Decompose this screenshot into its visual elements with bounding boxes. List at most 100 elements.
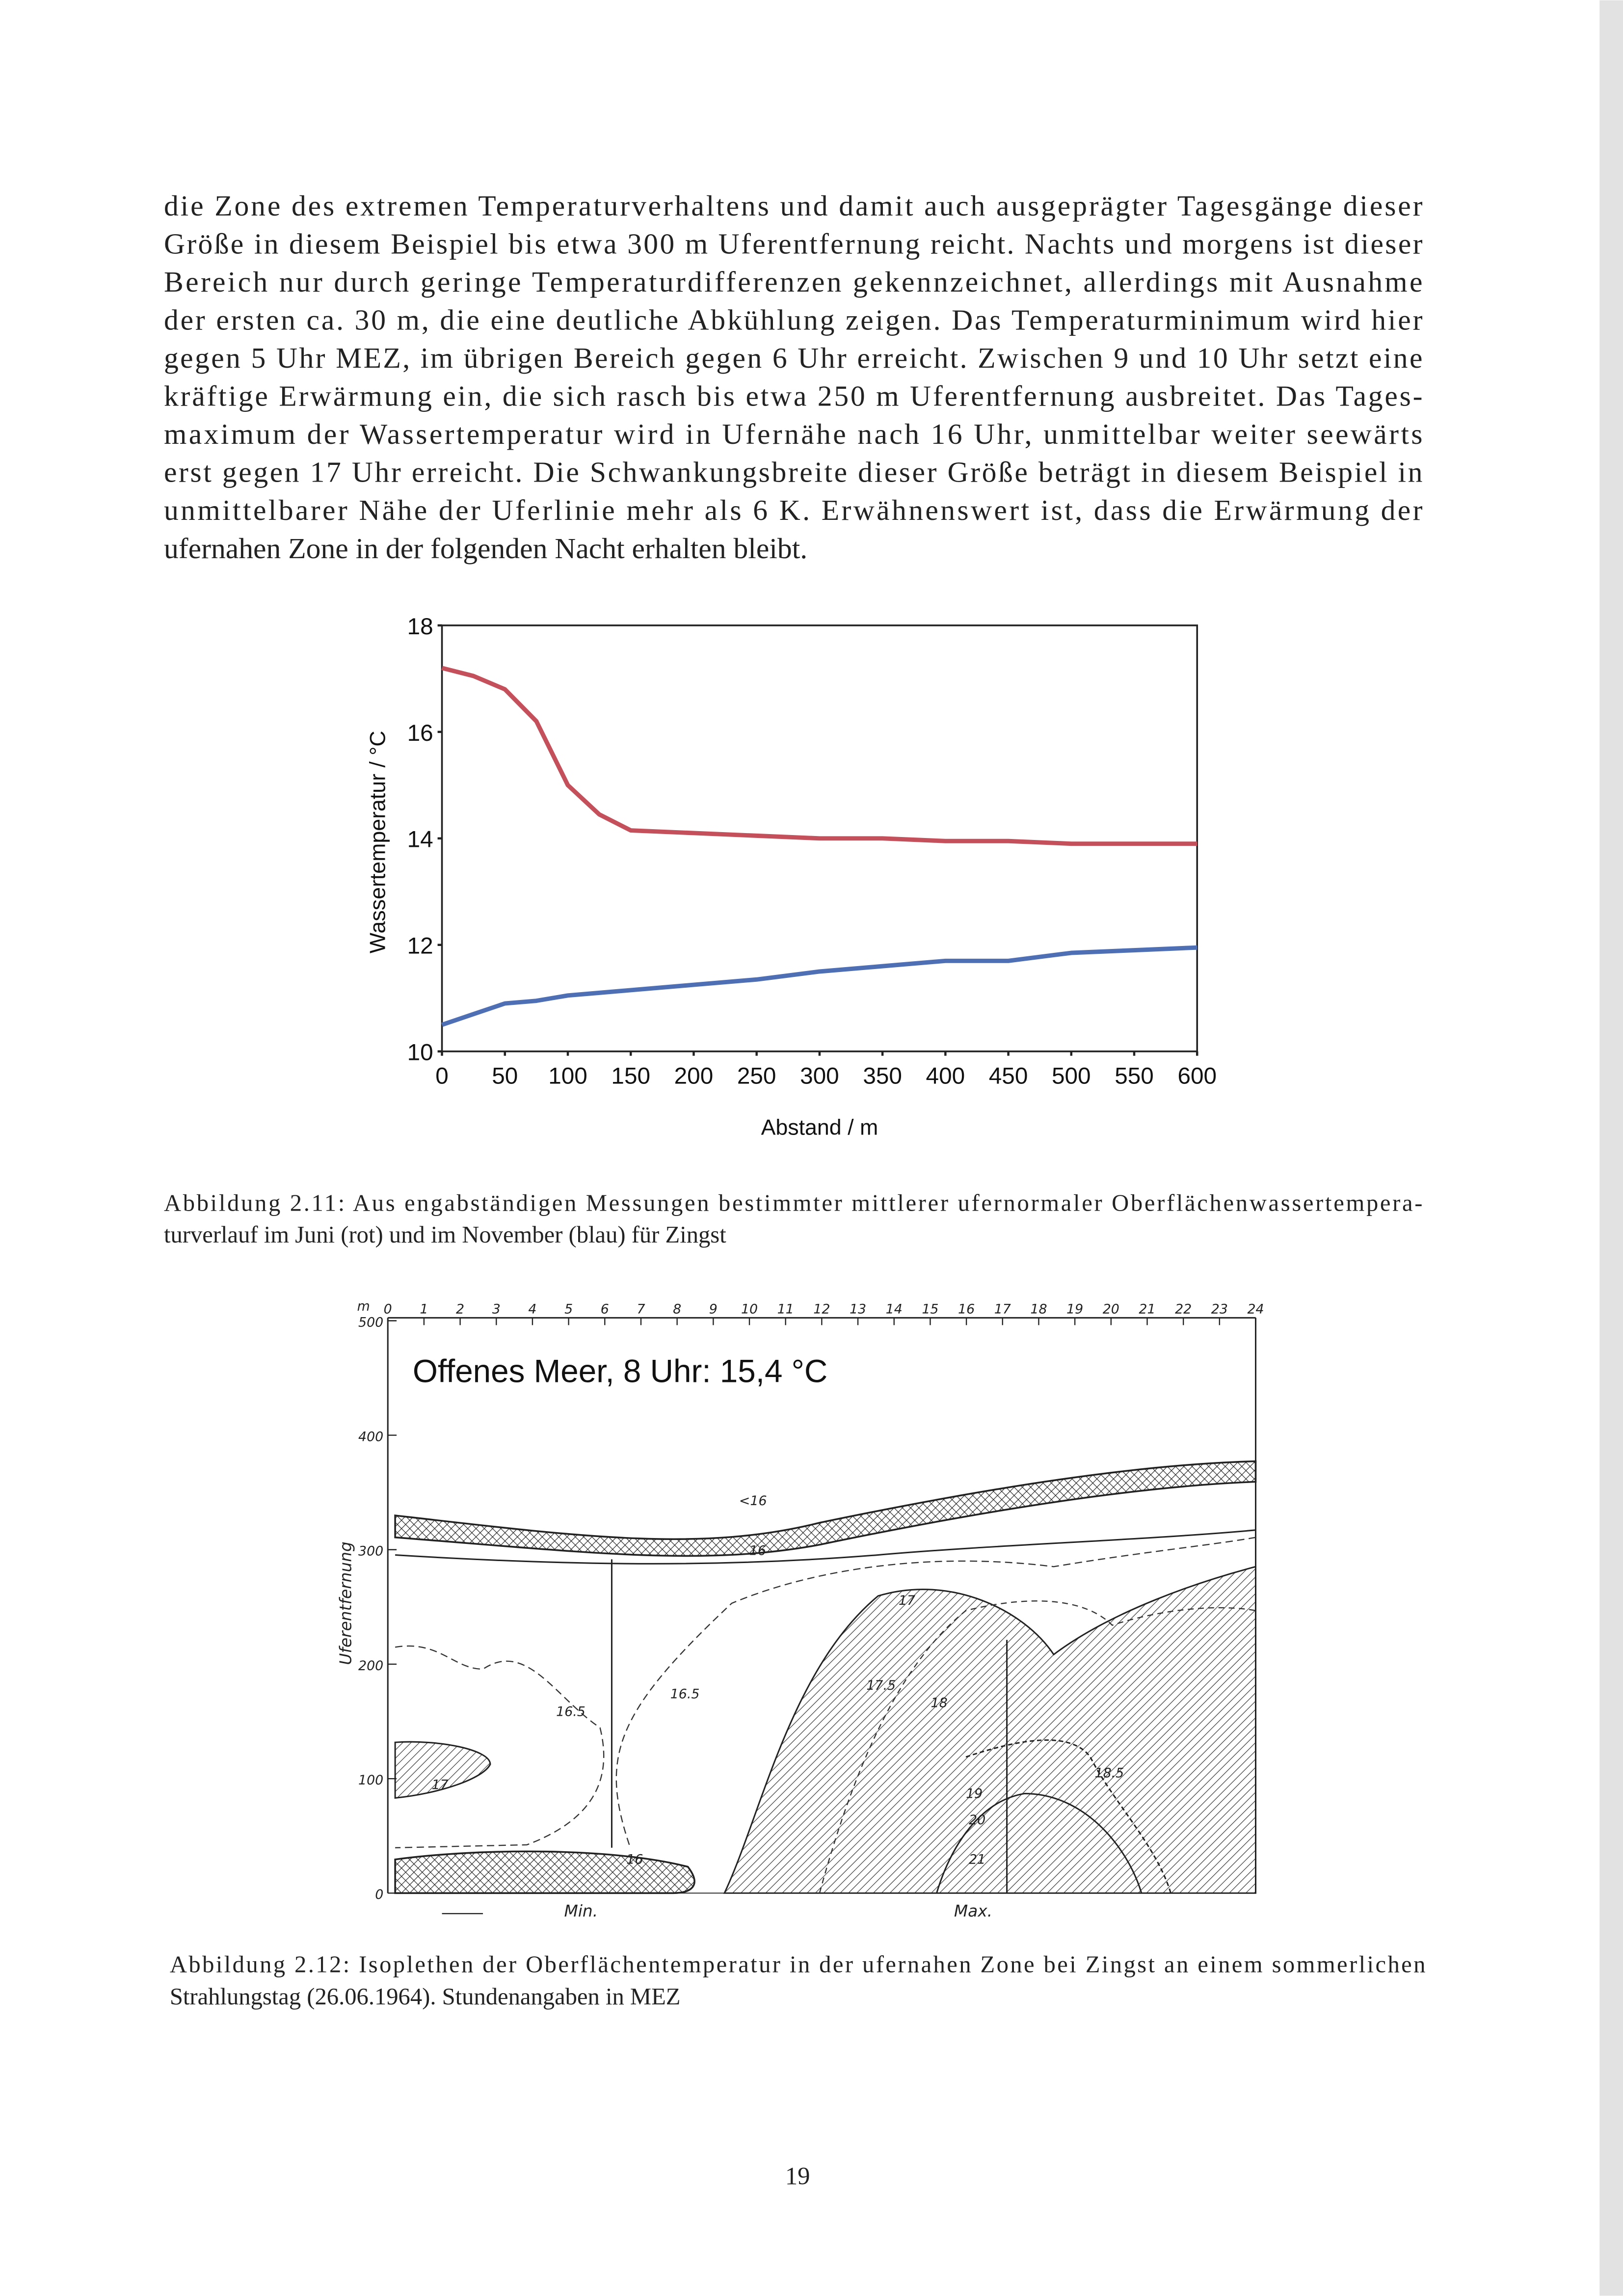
chart: 10 12 14 16 18 0 50 100 150 200 250 300 350 400 450 500… <box>407 614 1217 1089</box>
max-label: Max. <box>954 1902 992 1920</box>
contour-label: 20 <box>969 1812 985 1828</box>
warm-region <box>723 1566 1257 1894</box>
isopleth-diagram: Offenes Meer, 8 Uhr: 15,4 °C m Uferentfe… <box>337 1298 1264 1920</box>
contour-line <box>395 1529 1256 1565</box>
hour-label: 8 <box>673 1301 681 1317</box>
hour-label: 20 <box>1103 1301 1119 1317</box>
hour-label: 16 <box>958 1301 975 1317</box>
x-tick-label: 550 <box>1115 1063 1154 1089</box>
contour-label: 19 <box>966 1786 983 1801</box>
body-text-line: kräftige Erwärmung ein, die sich rasch b… <box>164 380 1422 412</box>
x-tick-label: 150 <box>611 1063 650 1089</box>
data-line <box>441 945 1197 1027</box>
x-tick-label: 50 <box>492 1063 518 1089</box>
x-tick-label: 600 <box>1177 1063 1217 1089</box>
unit-label: m <box>357 1298 370 1314</box>
caption-line: Abbildung 2.12: Isoplethen der Oberfläch… <box>170 1951 1426 1977</box>
distance-label: 400 <box>358 1429 383 1444</box>
hour-label: 19 <box>1066 1301 1083 1317</box>
hour-label: 21 <box>1139 1301 1155 1317</box>
x-tick-label: 250 <box>737 1063 776 1089</box>
warm-blob <box>394 1741 491 1799</box>
contour-label: <16 <box>739 1493 767 1509</box>
contour-line <box>819 1600 1256 1893</box>
x-tick-label: 200 <box>674 1063 714 1089</box>
distance-label: 0 <box>375 1887 383 1902</box>
hour-label: 3 <box>492 1301 501 1317</box>
hour-label: 23 <box>1211 1301 1228 1317</box>
body-text-line: die Zone des extremen Temperaturverhalte… <box>164 189 1423 222</box>
x-tick-label: 350 <box>863 1063 902 1089</box>
caption-line: Abbildung 2.11: Aus engabständigen Messu… <box>164 1190 1422 1216</box>
contour-line <box>936 1793 1143 1893</box>
y-tick-label: 14 <box>407 827 433 853</box>
hour-label: 18 <box>1030 1301 1047 1317</box>
hour-label: 0 <box>384 1301 392 1317</box>
x-tick-label: 100 <box>548 1063 587 1089</box>
contour-label: 16.5 <box>556 1704 585 1720</box>
hour-label: 24 <box>1247 1301 1264 1317</box>
contour-label: 17 <box>899 1593 915 1608</box>
hour-label: 1 <box>420 1301 428 1317</box>
page-number: 19 <box>785 2162 810 2190</box>
hour-label: 6 <box>601 1301 609 1317</box>
y-tick-label: 16 <box>407 720 433 746</box>
caption-line: turverlauf im Juni (rot) und im November… <box>164 1221 726 1248</box>
y-tick-label: 18 <box>407 614 433 640</box>
body-text-line: der ersten ca. 30 m, die eine deutliche … <box>164 304 1423 336</box>
x-axis-label: Abstand / m <box>761 1116 878 1140</box>
body-text-line: ufernahen Zone in der folgenden Nacht er… <box>164 532 807 565</box>
contour-label: 17.5 <box>866 1678 896 1693</box>
contour-label: 16 <box>626 1852 643 1867</box>
x-tick-label: 300 <box>800 1063 839 1089</box>
caption-line: Strahlungstag (26.06.1964). Stundenangab… <box>170 1983 681 2010</box>
hour-label: 7 <box>637 1301 645 1317</box>
data-line <box>441 666 1197 846</box>
body-text-line: erst gegen 17 Uhr erreicht. Die Schwanku… <box>164 456 1422 488</box>
diagram-title: Offenes Meer, 8 Uhr: 15,4 °C <box>413 1353 827 1389</box>
distance-label: 500 <box>358 1315 383 1330</box>
hour-label: 15 <box>922 1301 938 1317</box>
y-axis-label: Wassertemperatur / °C <box>366 730 390 953</box>
y-tick-label: 10 <box>407 1040 433 1066</box>
scan-edge <box>1599 0 1623 2296</box>
contour-label: 21 <box>969 1852 985 1867</box>
distance-label: 300 <box>358 1544 383 1559</box>
body-text-line: gegen 5 Uhr MEZ, im übrigen Bereich gege… <box>164 342 1422 374</box>
hour-label: 14 <box>886 1301 903 1317</box>
crosshatch-band <box>394 1460 1257 1557</box>
hour-label: 5 <box>564 1301 573 1317</box>
y-tick-label: 12 <box>407 933 433 959</box>
contour-label: 16 <box>749 1543 766 1558</box>
distance-axis-label: Uferentfernung <box>337 1541 355 1665</box>
x-tick-label: 450 <box>989 1063 1028 1089</box>
body-text-line: Bereich nur durch geringe Temperaturdiff… <box>164 266 1422 298</box>
hour-label: 22 <box>1175 1301 1192 1317</box>
distance-label: 200 <box>358 1658 383 1674</box>
contour-label: 18.5 <box>1095 1766 1124 1781</box>
body-text-line: unmittelbarer Nähe der Uferlinie mehr al… <box>164 494 1423 526</box>
distance-label: 100 <box>358 1773 383 1788</box>
contour-line <box>965 1739 1171 1893</box>
body-text-line: Größe in diesem Beispiel bis etwa 300 m … <box>164 228 1423 260</box>
hour-label: 11 <box>777 1301 794 1317</box>
contour-label: 18 <box>931 1696 948 1711</box>
x-tick-label: 400 <box>926 1063 965 1089</box>
hour-label: 17 <box>994 1301 1011 1317</box>
x-tick-label: 500 <box>1052 1063 1091 1089</box>
contour-label: 16.5 <box>670 1687 700 1702</box>
min-label: Min. <box>564 1902 598 1920</box>
body-text-line: maximum der Wassertemperatur wird in Ufe… <box>164 418 1422 450</box>
hour-label: 13 <box>850 1301 866 1317</box>
hour-label: 2 <box>456 1301 464 1317</box>
crosshatch-bottom <box>394 1850 695 1894</box>
hour-label: 12 <box>813 1301 830 1317</box>
hour-label: 9 <box>709 1301 718 1317</box>
hour-label: 4 <box>528 1301 536 1317</box>
hour-label: 10 <box>741 1301 758 1317</box>
contour-line <box>395 1645 605 1849</box>
contour-label: 17 <box>432 1778 449 1793</box>
